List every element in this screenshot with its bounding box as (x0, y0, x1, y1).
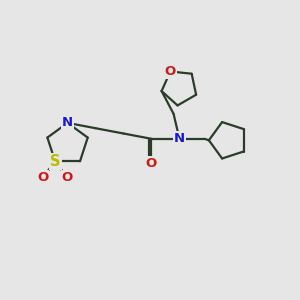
Text: S: S (50, 154, 60, 169)
Text: O: O (62, 171, 73, 184)
Text: O: O (165, 65, 176, 78)
Text: O: O (146, 157, 157, 170)
Text: N: N (62, 116, 73, 129)
Text: O: O (37, 171, 48, 184)
Text: N: N (174, 132, 185, 145)
